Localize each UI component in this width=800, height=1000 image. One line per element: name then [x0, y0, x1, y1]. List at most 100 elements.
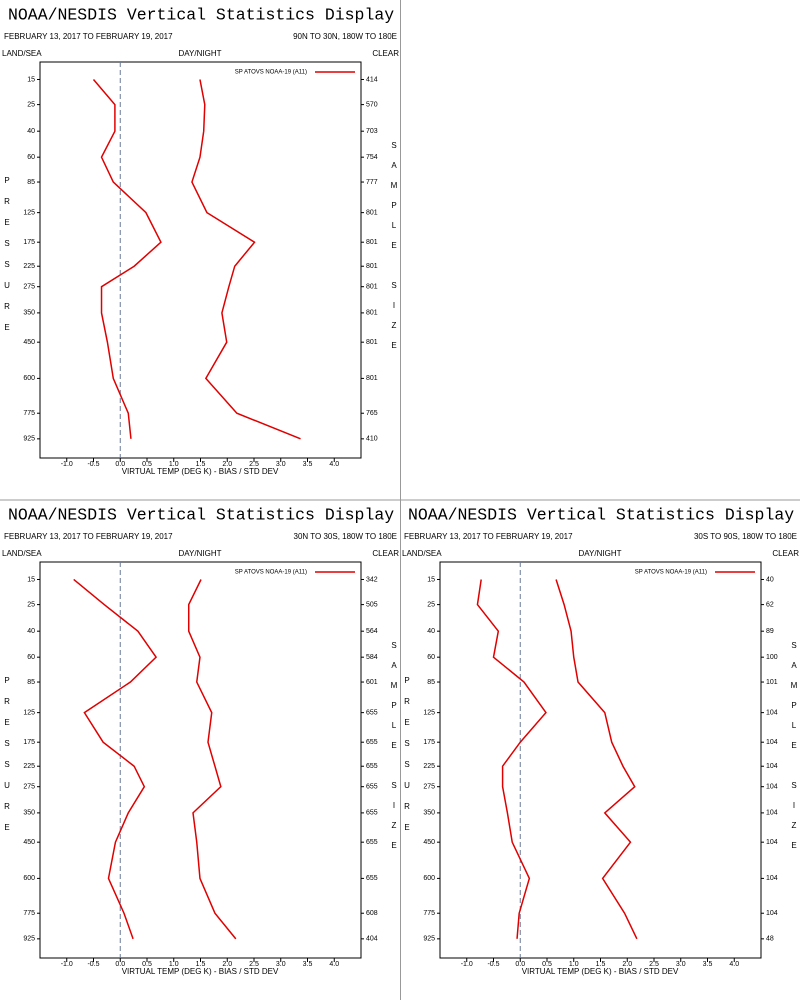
region: 30N TO 30S, 180W TO 180E	[294, 532, 397, 541]
legend-label: SP ATOVS NOAA-19 (A11)	[235, 570, 307, 576]
sample-size-label: 655	[366, 784, 378, 791]
x-tick-label: -1.0	[61, 461, 73, 468]
y-tick-label: 775	[23, 910, 35, 917]
sample-size-label: 564	[366, 628, 378, 635]
y-tick-label: 175	[23, 739, 35, 746]
y-tick-label: 275	[23, 284, 35, 291]
y-tick-label: 450	[423, 839, 435, 846]
sample-size-label: 570	[366, 101, 378, 108]
x-tick-label: 1.5	[196, 461, 206, 468]
sample-size-label: 104	[766, 875, 778, 882]
clear: CLEAR	[372, 49, 399, 58]
x-tick-label: 1.5	[196, 961, 206, 968]
y-tick-label: 175	[423, 739, 435, 746]
x-tick-label: 4.0	[329, 461, 339, 468]
sample-size-label: 404	[366, 936, 378, 943]
x-tick-label: 3.0	[276, 461, 286, 468]
y-tick-label: 40	[27, 628, 35, 635]
sample-size-label: 104	[766, 839, 778, 846]
y-tick-label: 125	[423, 709, 435, 716]
sample-size-label: 104	[766, 910, 778, 917]
std-dev-line	[187, 579, 237, 940]
bias-line	[476, 579, 547, 939]
plot-frame	[39, 61, 362, 459]
y-tick-label: 85	[27, 679, 35, 686]
x-tick-label: 2.0	[222, 461, 232, 468]
sample-size-label: 655	[366, 763, 378, 770]
sample-size-label: 104	[766, 763, 778, 770]
clear: CLEAR	[372, 549, 399, 558]
sample-size-label: 608	[366, 910, 378, 917]
std-dev-line	[555, 579, 638, 940]
y-tick-label: 925	[423, 936, 435, 943]
y-tick-label: 925	[23, 936, 35, 943]
y-tick-label: 225	[423, 763, 435, 770]
sample-size-label: 655	[366, 839, 378, 846]
x-tick-label: 0.5	[542, 961, 552, 968]
land-sea: LAND/SEA	[2, 549, 42, 558]
sample-size-label: 655	[366, 810, 378, 817]
x-tick-label: 2.0	[622, 961, 632, 968]
day-night: DAY/NIGHT	[179, 549, 222, 558]
x-axis-label: VIRTUAL TEMP (DEG K) - BIAS / STD DEV	[122, 467, 279, 476]
y-tick-label: 275	[423, 784, 435, 791]
x-tick-label: 3.0	[676, 961, 686, 968]
std-dev-line	[191, 79, 301, 440]
y-tick-label: 350	[23, 310, 35, 317]
date-range: FEBRUARY 13, 2017 TO FEBRUARY 19, 2017	[4, 32, 173, 41]
y-tick-label: 25	[27, 601, 35, 608]
y-tick-label: 125	[23, 709, 35, 716]
sample-size-label: 101	[766, 679, 778, 686]
sample-size-label: 801	[366, 339, 378, 346]
x-tick-label: 3.0	[276, 961, 286, 968]
sample-size-label: 801	[366, 209, 378, 216]
sample-size-label: 777	[366, 179, 378, 186]
legend-label: SP ATOVS NOAA-19 (A11)	[235, 70, 307, 76]
sample-size-label: 601	[366, 679, 378, 686]
x-tick-label: 3.5	[303, 961, 313, 968]
x-tick-label: -0.5	[87, 461, 99, 468]
x-tick-label: 1.5	[596, 961, 606, 968]
y-tick-label: 350	[423, 810, 435, 817]
y-tick-label: 125	[23, 209, 35, 216]
sample-size-label: 40	[766, 576, 774, 583]
x-tick-label: -1.0	[61, 961, 73, 968]
y-tick-label: 85	[27, 179, 35, 186]
plot-frame	[39, 561, 362, 959]
sample-size-label: 801	[366, 310, 378, 317]
day-night: DAY/NIGHT	[579, 549, 622, 558]
bias-line	[92, 78, 162, 439]
y-tick-label: 40	[27, 128, 35, 135]
land-sea: LAND/SEA	[402, 549, 442, 558]
y-tick-label: 450	[23, 339, 35, 346]
date-range: FEBRUARY 13, 2017 TO FEBRUARY 19, 2017	[404, 532, 573, 541]
x-tick-label: -0.5	[487, 961, 499, 968]
sample-size-label: 584	[366, 654, 378, 661]
x-tick-label: 0.5	[142, 961, 152, 968]
sample-size-label: 104	[766, 810, 778, 817]
sample-size-label: 754	[366, 154, 378, 161]
x-tick-label: 2.0	[222, 961, 232, 968]
sample-size-label: 342	[366, 576, 378, 583]
y-tick-label: 40	[427, 628, 435, 635]
sample-size-label: 655	[366, 709, 378, 716]
x-axis-label: VIRTUAL TEMP (DEG K) - BIAS / STD DEV	[122, 967, 279, 976]
x-tick-label: 2.5	[249, 961, 259, 968]
y-tick-label: 225	[23, 763, 35, 770]
x-tick-label: 4.0	[329, 961, 339, 968]
x-tick-label: 2.5	[249, 461, 259, 468]
y-tick-label: 600	[423, 875, 435, 882]
x-tick-label: 1.0	[169, 961, 179, 968]
y-tick-label: 60	[27, 154, 35, 161]
x-tick-label: 0.0	[115, 961, 125, 968]
y-tick-label: 85	[427, 679, 435, 686]
chart-panel: NOAA/NESDIS Vertical Statistics Display F…	[2, 505, 399, 976]
region: 90N TO 30N, 180W TO 180E	[293, 32, 397, 41]
sample-size-label: 62	[766, 601, 774, 608]
y-tick-label: 60	[27, 654, 35, 661]
x-tick-label: 4.0	[729, 961, 739, 968]
